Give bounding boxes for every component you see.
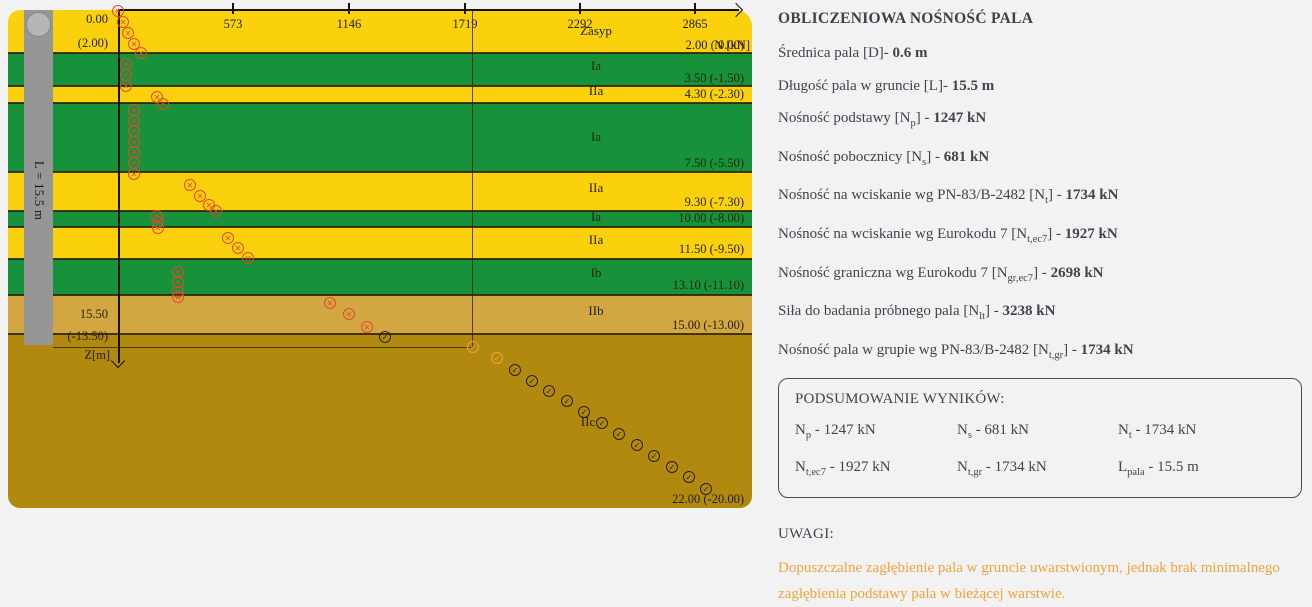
result-line: Długość pala w gruncie [L]- 15.5 m (778, 77, 995, 94)
layer-boundary (8, 52, 752, 54)
layer-boundary (8, 171, 752, 173)
pile-base-hline (53, 347, 472, 348)
pile-capacity-diagram: L = 15.5 m N [kN] Z[m] Zasyp 2.00 ( 0.00)… (8, 2, 752, 508)
soil-layer-IIb (8, 295, 752, 334)
result-line: Średnica pala [D]- 0.6 m (778, 45, 928, 61)
uwagi-heading: UWAGI: (778, 526, 834, 543)
soil-layer-Ia (8, 103, 752, 172)
summary-box: PODSUMOWANIE WYNIKÓW: Np - 1247 kN Ns - 6… (778, 378, 1302, 499)
layer-boundary (8, 333, 752, 335)
result-line: Nośność na wciskanie wg PN-83/B-2482 [Nt… (778, 187, 1119, 207)
results-list: Średnica pala [D]- 0.6 m Długość pala w g… (778, 43, 1312, 366)
panel-title: OBLICZENIOWA NOŚNOŚĆ PALA (778, 10, 1034, 27)
summary-item: Nt,gr - 1734 kN (957, 459, 1047, 479)
result-line: Nośność pobocznicy [Ns] - 681 kN (778, 148, 990, 168)
soil-layer-IIc (8, 334, 752, 508)
soil-layer-Zasyp (8, 10, 752, 53)
soil-layer-IIa (8, 86, 752, 103)
summary-grid: Np - 1247 kN Ns - 681 kN Nt - 1734 kN Nt,ec… (795, 420, 1285, 483)
soil-profile: L = 15.5 m (8, 10, 752, 508)
pile-length-label: L = 15.5 m (32, 160, 46, 221)
results-panel: OBLICZENIOWA NOŚNOŚĆ PALA Średnica pala … (778, 0, 1312, 607)
layer-boundary (8, 258, 752, 260)
soil-layer-IIa (8, 227, 752, 259)
summary-item: Nt - 1734 kN (1118, 422, 1197, 442)
summary-item: Lpala - 15.5 m (1118, 459, 1199, 479)
summary-item: Nt,ec7 - 1927 kN (795, 459, 891, 479)
layer-boundary (8, 85, 752, 87)
summary-item: Ns - 681 kN (957, 422, 1030, 442)
result-line: Nośność pala w grupie wg PN-83/B-2482 [N… (778, 341, 1134, 361)
layer-boundary (8, 102, 752, 104)
layer-boundary (8, 294, 752, 296)
uwagi-note: Dopuszczalne zagłębienie pala w gruncie … (778, 560, 1280, 603)
design-capacity-vline (472, 10, 473, 347)
soil-layer-Ia (8, 53, 752, 86)
pile-shaft: L = 15.5 m (24, 10, 53, 345)
pile-head-circle (26, 12, 51, 37)
soil-layer-Ib (8, 259, 752, 295)
result-line: Siła do badania próbnego pala [Nlt] - 32… (778, 303, 1056, 323)
result-line: Nośność na wciskanie wg Eurokodu 7 [Nt,e… (778, 225, 1118, 245)
summary-title: PODSUMOWANIE WYNIKÓW: (795, 391, 1005, 408)
layer-boundary (8, 226, 752, 228)
summary-item: Np - 1247 kN (795, 422, 876, 442)
soil-layer-IIa (8, 172, 752, 211)
layer-boundary (8, 210, 752, 212)
result-line: Nośność podstawy [Np] - 1247 kN (778, 110, 987, 130)
soil-layer-Ia (8, 211, 752, 227)
result-line: Nośność graniczna wg Eurokodu 7 [Ngr,ec7… (778, 264, 1104, 284)
